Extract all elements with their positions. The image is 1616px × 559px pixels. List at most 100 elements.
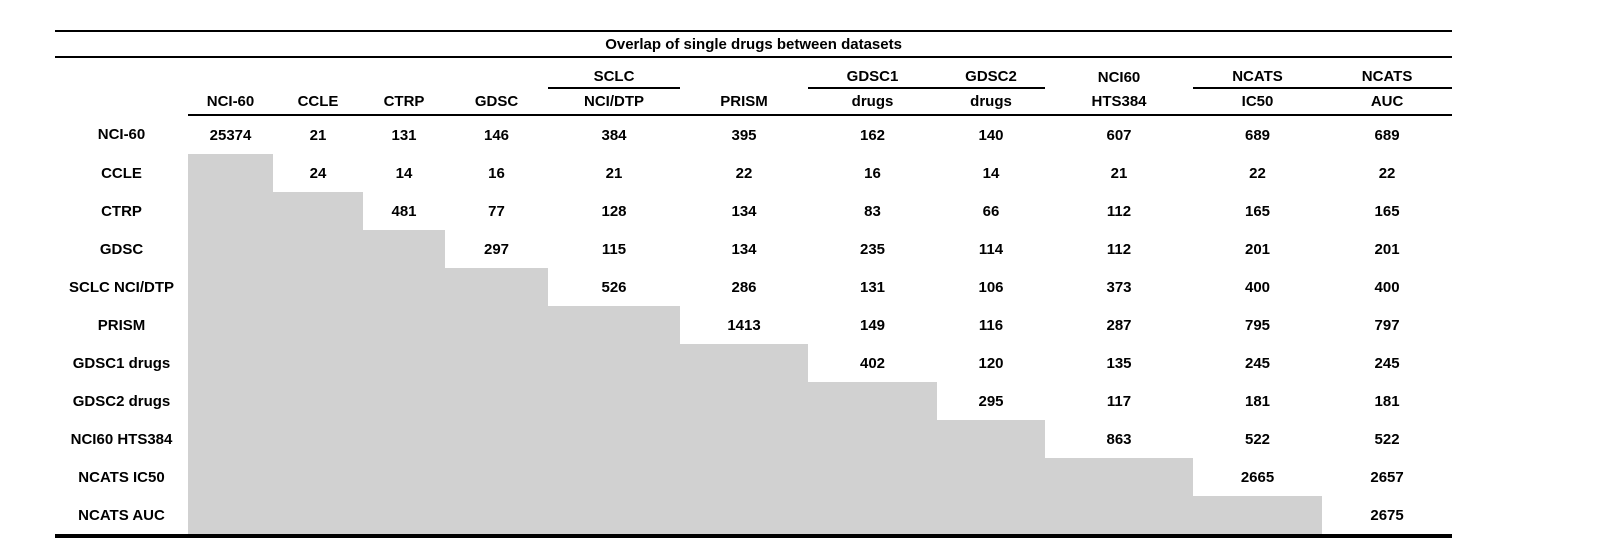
table-cell: 106: [978, 278, 1004, 296]
table-cell: 25374: [209, 126, 252, 144]
shaded-cell: [188, 382, 273, 420]
column-group-header: [188, 57, 273, 88]
column-header: NCI-60: [188, 88, 273, 116]
table-cell: 689: [1244, 126, 1271, 144]
table-cell: 135: [1106, 354, 1132, 372]
table-cell: 21: [605, 164, 623, 182]
table-row: NCI60 HTS384 863 522 522: [55, 420, 1452, 458]
table-cell: 131: [859, 278, 886, 296]
shaded-cell: [548, 496, 680, 538]
shaded-cell: [937, 496, 1045, 538]
overlap-table: Overlap of single drugs between datasets…: [55, 30, 1453, 538]
table-cell: 128: [601, 202, 627, 220]
shaded-cell: [680, 344, 808, 382]
column-group-header: NCI60: [1097, 69, 1141, 86]
shaded-cell: [548, 344, 680, 382]
shaded-cell: [1045, 496, 1193, 538]
table-cell: 149: [859, 316, 886, 334]
table-cell: 24: [309, 164, 327, 182]
shaded-cell: [273, 458, 363, 496]
table-cell: 797: [1374, 316, 1400, 334]
shaded-cell: [445, 268, 548, 306]
column-header: CTRP: [363, 88, 445, 116]
shaded-cell: [273, 192, 363, 230]
column-header: HTS384: [1045, 88, 1193, 116]
table-cell: 22: [735, 164, 753, 182]
shaded-cell: [273, 344, 363, 382]
shaded-cell: [363, 382, 445, 420]
column-header: IC50: [1193, 88, 1322, 116]
column-group-header: [680, 57, 808, 88]
table-row: CTRP 481 77 128 134 83 66 112 165 165: [55, 192, 1452, 230]
shaded-cell: [680, 496, 808, 538]
shaded-cell: [808, 420, 937, 458]
row-label: GDSC2 drugs: [72, 392, 171, 410]
shaded-cell: [548, 420, 680, 458]
row-label: PRISM: [97, 316, 146, 334]
row-label: GDSC: [99, 240, 144, 258]
table-row: CCLE 24 14 16 21 22 16 14 21 22 22: [55, 154, 1452, 192]
shaded-cell: [445, 306, 548, 344]
table-cell: 522: [1244, 430, 1271, 448]
column-label-row: NCI-60 CCLE CTRP GDSC NCI/DTP PRISM drugs drugs…: [55, 88, 1453, 116]
table-cell: 21: [1110, 164, 1128, 182]
table-cell: 134: [731, 240, 757, 258]
shaded-cell: [937, 420, 1045, 458]
table-cell: 295: [978, 392, 1004, 410]
table-cell: 245: [1244, 354, 1271, 372]
table-cell: 112: [1106, 202, 1132, 220]
table-row: GDSC2 drugs 295 117 181 181: [55, 382, 1452, 420]
table-cell: 146: [483, 126, 510, 144]
column-group-header: NCATS: [1322, 57, 1453, 89]
table-cell: 402: [859, 354, 886, 372]
table-cell: 117: [1106, 392, 1132, 410]
shaded-cell: [808, 496, 937, 538]
table-row: NCATS IC50 2665 2657: [55, 458, 1452, 496]
shaded-cell: [548, 458, 680, 496]
table-row: GDSC 297 115 134 235 114 112 201 201: [55, 230, 1452, 268]
table-cell: 607: [1106, 126, 1132, 144]
shaded-cell: [937, 458, 1045, 496]
column-header: drugs: [808, 88, 937, 116]
shaded-cell: [273, 496, 363, 538]
table-cell: 400: [1374, 278, 1400, 296]
shaded-cell: [680, 420, 808, 458]
row-label: NCI60 HTS384: [70, 430, 173, 448]
shaded-cell: [445, 420, 548, 458]
column-header: NCI/DTP: [548, 88, 680, 116]
table-header: Overlap of single drugs between datasets…: [55, 30, 1453, 116]
table-cell: 16: [864, 164, 881, 182]
row-label: NCATS AUC: [55, 496, 188, 538]
table-body: NCI-60 25374 21 131 146 384 395 162 140 607 689 689…: [55, 115, 1453, 538]
table-cell: 2665: [1240, 468, 1275, 486]
row-label: CCLE: [101, 164, 142, 182]
table-cell: 400: [1244, 278, 1271, 296]
table-cell: 526: [601, 278, 627, 296]
table-cell: 115: [601, 240, 627, 258]
shaded-cell: [188, 458, 273, 496]
table-cell: 16: [488, 164, 505, 182]
table-cell: 2675: [1322, 496, 1453, 538]
table-cell: 112: [1106, 240, 1132, 258]
table-cell: 287: [1106, 316, 1132, 334]
shaded-cell: [363, 496, 445, 538]
table-cell: 384: [601, 126, 627, 144]
column-group-header: GDSC2: [937, 57, 1045, 89]
shaded-cell: [363, 420, 445, 458]
corner-cell: [55, 57, 188, 88]
table-row: GDSC1 drugs 402 120 135 245 245: [55, 344, 1452, 382]
table-cell: 131: [391, 126, 417, 144]
table-cell: 165: [1374, 202, 1400, 220]
table-cell: 395: [731, 126, 757, 144]
shaded-cell: [188, 496, 273, 538]
shaded-cell: [188, 192, 273, 230]
shaded-cell: [188, 420, 273, 458]
column-header: drugs: [937, 88, 1045, 116]
shaded-cell: [1045, 458, 1193, 496]
table-cell: 522: [1374, 430, 1400, 448]
shaded-cell: [273, 230, 363, 268]
column-group-row: SCLC GDSC1 GDSC2 NCI60 NCATS NCATS: [55, 57, 1453, 89]
shaded-cell: [808, 458, 937, 496]
shaded-cell: [363, 344, 445, 382]
